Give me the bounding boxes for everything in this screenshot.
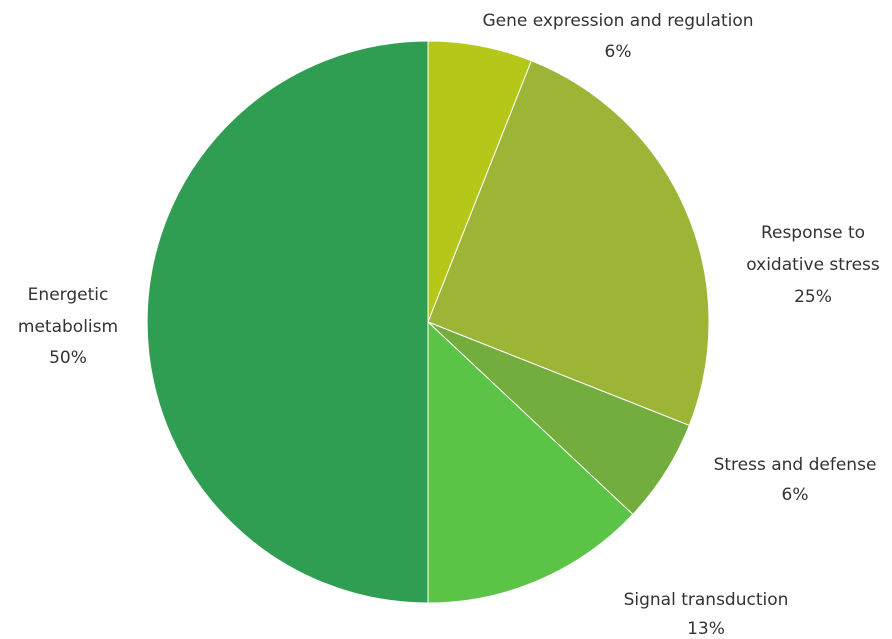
label-gene-expression: Gene expression and regulation 6% bbox=[482, 11, 753, 62]
label-energetic-metabolism-value: 50% bbox=[49, 348, 87, 368]
label-signal-transduction-name: Signal transduction bbox=[624, 590, 789, 610]
label-oxidative-stress: Response to oxidative stress 25% bbox=[746, 223, 880, 307]
label-stress-defense-name: Stress and defense bbox=[714, 455, 877, 475]
label-gene-expression-value: 6% bbox=[605, 42, 632, 62]
label-oxidative-stress-value: 25% bbox=[794, 287, 832, 307]
label-energetic-metabolism-name-line2: metabolism bbox=[18, 317, 118, 337]
label-energetic-metabolism-name-line1: Energetic bbox=[28, 285, 109, 305]
pie-slice-signal-transduction bbox=[427, 320, 634, 604]
pie-slice-energetic-metabolism bbox=[146, 40, 429, 604]
pie-slices bbox=[146, 40, 710, 604]
label-oxidative-stress-name-line2: oxidative stress bbox=[746, 255, 880, 275]
label-stress-defense-value: 6% bbox=[782, 485, 809, 505]
pie-slice-response-to-oxidative-stress bbox=[427, 60, 710, 427]
label-stress-defense: Stress and defense 6% bbox=[714, 455, 877, 505]
label-oxidative-stress-name-line1: Response to bbox=[761, 223, 865, 243]
label-gene-expression-name: Gene expression and regulation bbox=[482, 11, 753, 31]
label-energetic-metabolism: Energetic metabolism 50% bbox=[18, 285, 118, 368]
label-signal-transduction: Signal transduction 13% bbox=[624, 590, 789, 639]
label-signal-transduction-value: 13% bbox=[687, 619, 725, 639]
